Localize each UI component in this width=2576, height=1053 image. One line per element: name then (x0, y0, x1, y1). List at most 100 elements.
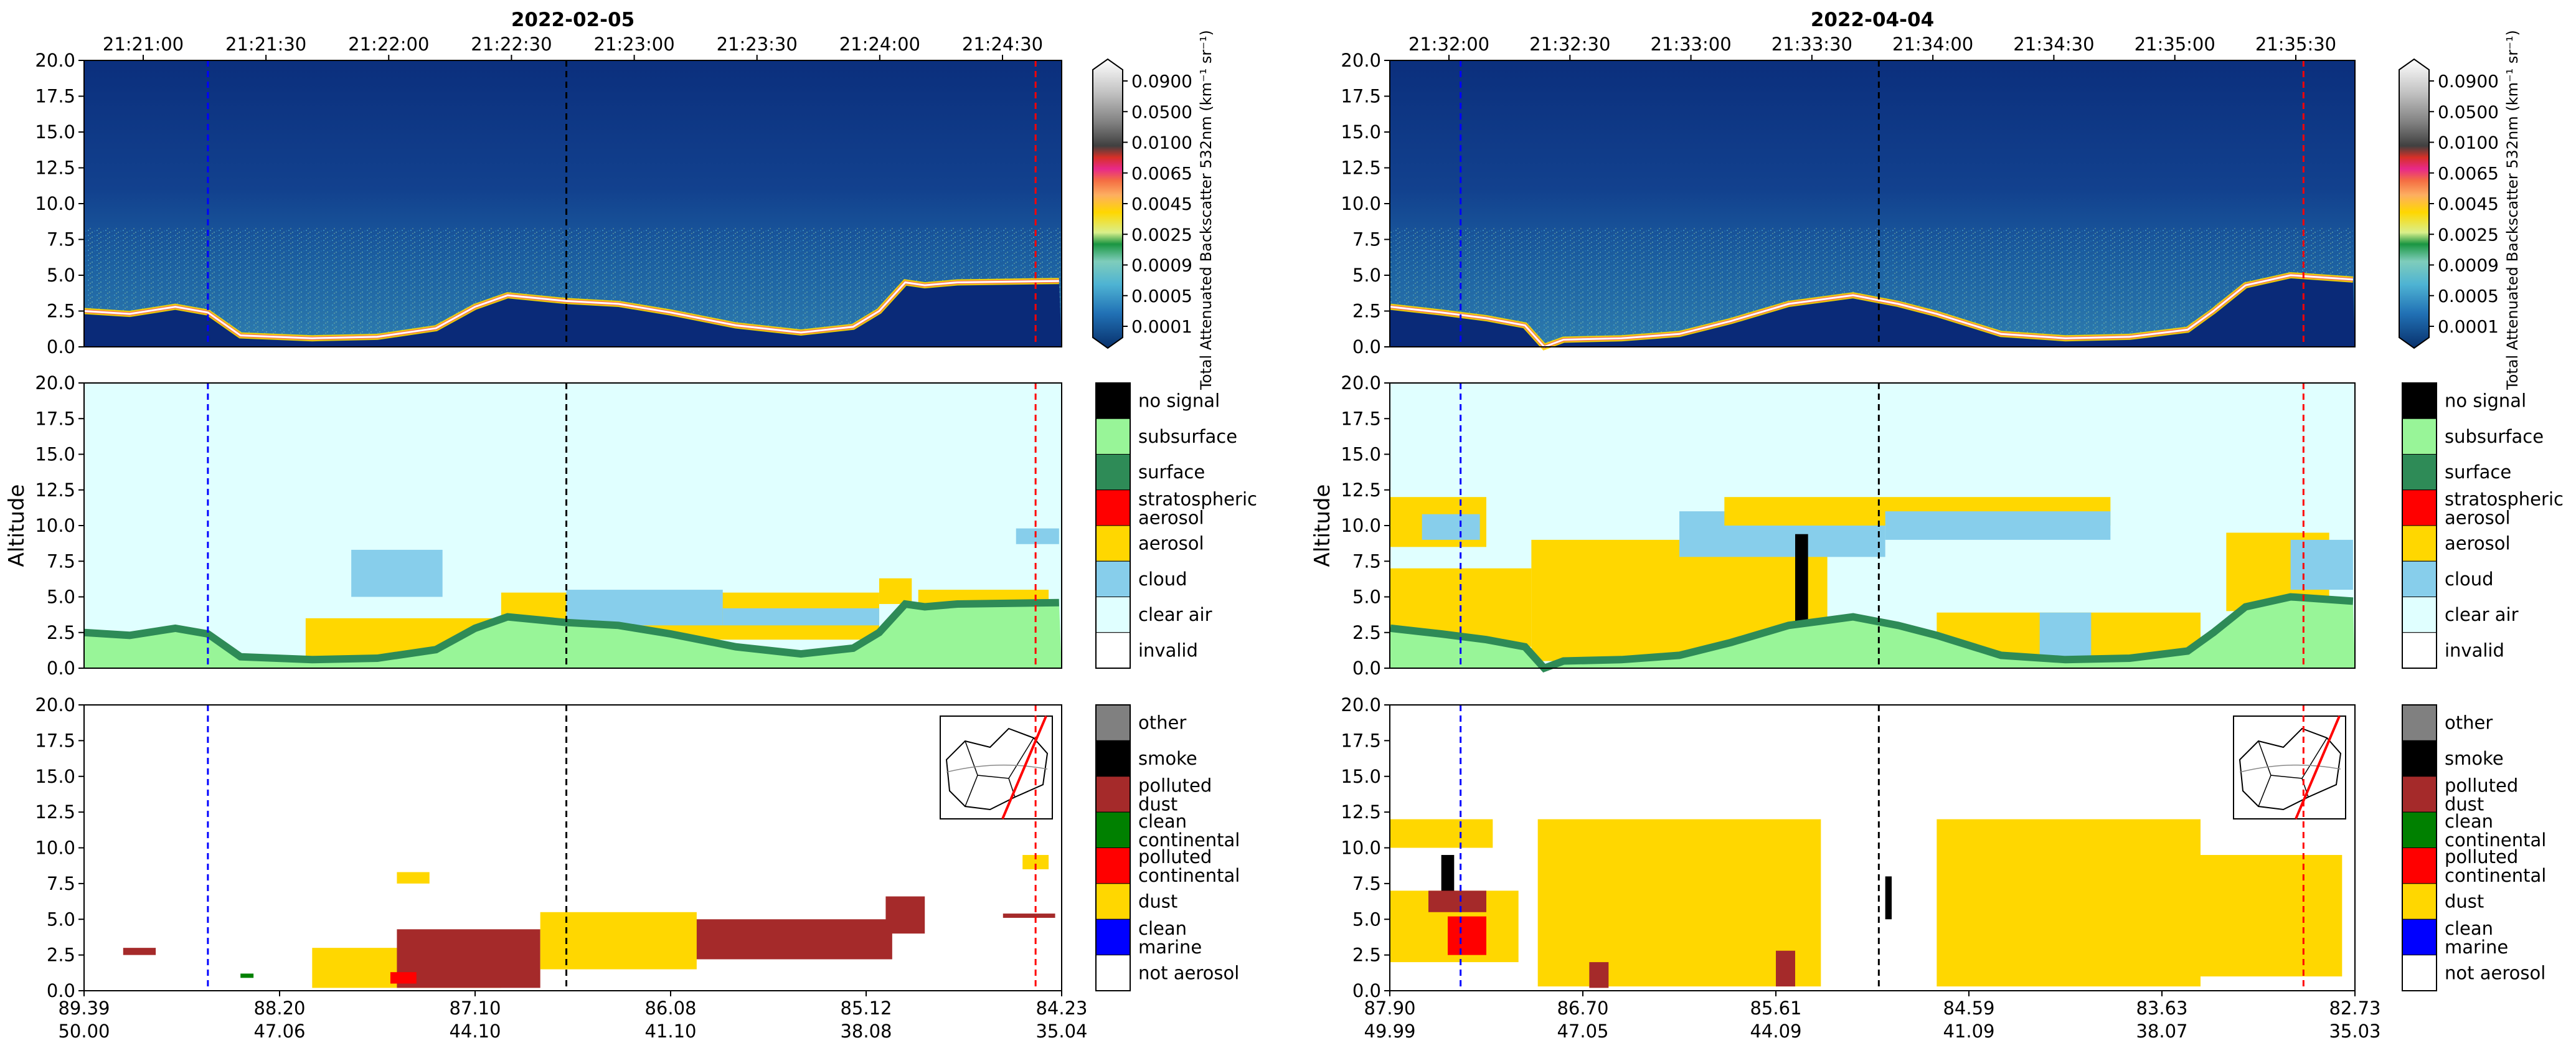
class-region-cloud (1422, 514, 1480, 540)
time-tick-label: 21:23:30 (717, 34, 798, 55)
legend-swatch-clean-continental (1095, 811, 1131, 848)
lon-tick-label: 35.03 (2329, 1021, 2380, 1042)
y-tick-label: 15.0 (35, 766, 75, 787)
legend-swatch-invalid (2402, 632, 2437, 669)
lat-tick-label: 82.73 (2329, 998, 2380, 1019)
y-tick-label: 0.0 (47, 980, 75, 1001)
legend-label: aerosol (2445, 507, 2511, 528)
colorbar-tick-label: 0.0900 (1131, 71, 1192, 92)
y-tick-label: 2.5 (1352, 301, 1381, 322)
legend-swatch-smoke (1095, 740, 1131, 777)
colorbar-gradient (1092, 58, 1123, 349)
inset-map (2233, 715, 2346, 819)
class-region-cloud (1016, 528, 1059, 544)
legend-label: clean (1138, 811, 1187, 832)
legend-swatch-polluted-dust (1095, 776, 1131, 813)
subsurface-region (1390, 597, 2355, 668)
legend-swatch-cloud (2402, 560, 2437, 597)
lat-tick-label: 87.10 (449, 998, 501, 1019)
classification-plot: 20.0 17.5 15.0 12.5 10.0 7.5 5.0 2.5 0.0 Altitude (1310, 372, 2356, 679)
y-tick-label: 0.0 (1352, 336, 1381, 357)
subtype-region-polluted-dust (1003, 914, 1055, 918)
legend-swatch-other (2402, 704, 2437, 741)
lon-tick-label: 50.00 (58, 1021, 110, 1042)
y-tick-label: 15.0 (1341, 766, 1381, 787)
legend-swatch-cloud (1095, 560, 1131, 597)
time-tick-label: 21:23:00 (593, 34, 674, 55)
colorbar-tick-label: 0.0001 (2438, 316, 2499, 337)
colorbar-tick-label: 0.0065 (2438, 163, 2499, 184)
y-tick-label: 20.0 (1341, 50, 1381, 71)
colorbar-tick-label: 0.0100 (1131, 133, 1192, 153)
legend-label: marine (1138, 937, 1202, 958)
y-tick-label: 17.5 (35, 86, 75, 107)
legend-swatch-surface (1095, 454, 1131, 491)
time-tick-label: 21:22:00 (348, 34, 429, 55)
legend-label: surface (1138, 461, 1205, 483)
legend-label: polluted (2445, 846, 2518, 867)
classification-plot: 20.0 17.5 15.0 12.5 10.0 7.5 5.0 2.5 0.0 Altitude (4, 372, 1062, 679)
y-tick-label: 5.0 (1352, 587, 1381, 608)
legend-label: smoke (2445, 748, 2504, 769)
y-tick-label: 15.0 (35, 121, 75, 143)
y-tick-label: 0.0 (1352, 980, 1381, 1001)
colorbar-tick-label: 0.0025 (2438, 224, 2499, 245)
time-tick-label: 21:33:00 (1650, 34, 1731, 55)
legend-label: clean (1138, 918, 1187, 939)
subtype-region-polluted-dust (397, 929, 540, 988)
y-tick-label: 5.0 (47, 265, 75, 286)
y-tick-label: 7.5 (1352, 550, 1381, 572)
legend-swatch-no-signal (1095, 382, 1131, 419)
y-tick-label: 20.0 (35, 372, 75, 394)
legend-label: dust (1138, 793, 1177, 815)
y-tick-label: 12.5 (1341, 801, 1381, 823)
colorbar-tick-label: 0.0009 (1131, 255, 1192, 276)
lat-tick-label: 83.63 (2136, 998, 2187, 1019)
legend-swatch-not-aerosol (2402, 955, 2437, 991)
colorbar-tick-label: 0.0900 (2438, 71, 2499, 92)
y-tick-label: 20.0 (35, 50, 75, 71)
legend-frame (1095, 382, 1131, 669)
y-tick-label: 20.0 (1341, 372, 1381, 394)
legend-swatch-other (1095, 704, 1131, 741)
backscatter-plot: 20.0 17.5 15.0 12.5 10.0 7.5 5.0 2.5 0.0 (1341, 50, 2356, 357)
colorbar-label: Total Attenuated Backscatter 532nm (km⁻¹… (2504, 30, 2521, 390)
legend-label: aerosol (1138, 533, 1204, 554)
legend-label: aerosol (1138, 507, 1204, 528)
lat-tick-label: 88.20 (253, 998, 305, 1019)
legend-label: cloud (2445, 569, 2494, 590)
legend-frame (2402, 382, 2437, 669)
colorbar-tick-label: 0.0100 (2438, 133, 2499, 153)
subtype-region-dust (1390, 819, 1493, 848)
backscatter-plot: 20.0 17.5 15.0 12.5 10.0 7.5 5.0 2.5 0.0 (35, 50, 1062, 357)
inset-map-latitude (2239, 764, 2341, 773)
surface-region (83, 598, 1059, 664)
y-tick-label: 17.5 (35, 408, 75, 429)
time-tick-label: 21:32:00 (1408, 34, 1489, 55)
panel-1: 2022-02-05 21:21:00 21:21:30 21:22:00 21:22:… (4, 9, 1257, 1042)
y-tick-label: 12.5 (35, 479, 75, 501)
lon-tick-label: 44.09 (1750, 1021, 1801, 1042)
legend-swatch-polluted-dust (2402, 776, 2437, 813)
legend-swatch-stratospheric-aerosol (2402, 489, 2437, 526)
legend-swatch-surface (2402, 454, 2437, 491)
y-tick-label: 10.0 (1341, 838, 1381, 859)
legend-label: other (2445, 712, 2493, 734)
legend-swatch-dust (2402, 883, 2437, 920)
legend-swatch-aerosol (1095, 525, 1131, 562)
time-tick-label: 21:21:30 (225, 34, 306, 55)
y-tick-label: 10.0 (35, 515, 75, 536)
classification-legend: no signalsubsurfacesurfacestratospherica… (2402, 382, 2564, 669)
subtype-legend: othersmokepolluteddustcleancontinentalpo… (1095, 704, 1240, 991)
colorbar-tick-label: 0.0005 (1131, 286, 1192, 306)
lat-tick-label: 85.12 (840, 998, 892, 1019)
subtype-region-polluted-dust (1428, 890, 1486, 912)
lat-tick-label: 85.61 (1750, 998, 1801, 1019)
y-tick-label: 10.0 (1341, 515, 1381, 536)
lat-tick-label: 84.23 (1036, 998, 1087, 1019)
legend-label: clean (2445, 811, 2493, 832)
legend-swatch-clean-continental (2402, 811, 2437, 848)
lon-tick-label: 44.10 (449, 1021, 501, 1042)
lon-tick-label: 35.04 (1036, 1021, 1087, 1042)
